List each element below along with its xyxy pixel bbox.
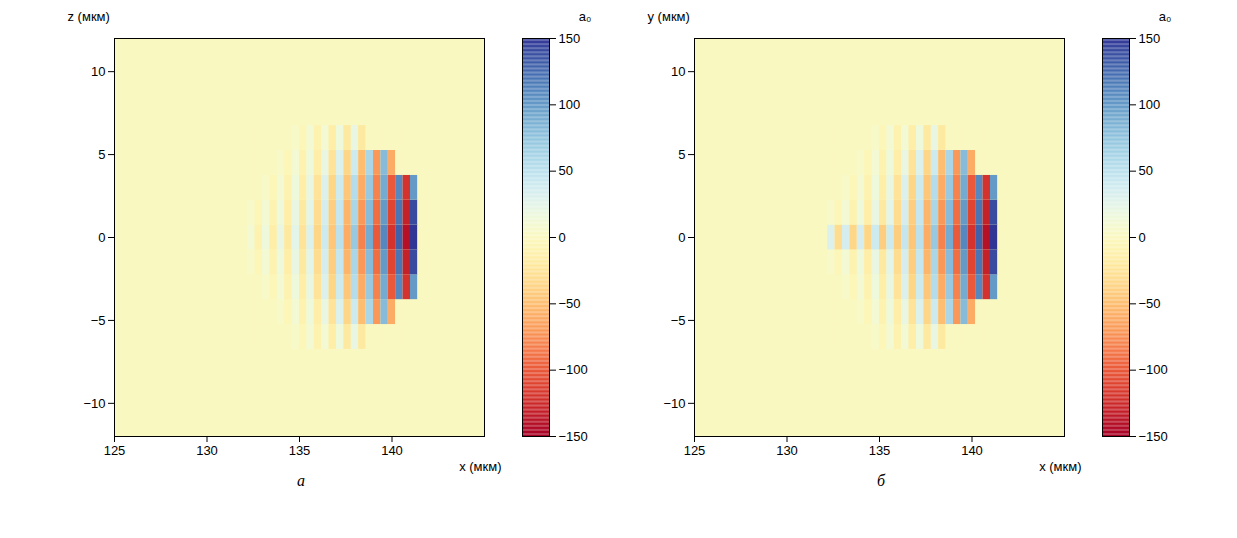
svg-text:−50: −50 <box>558 296 580 311</box>
svg-text:−100: −100 <box>558 362 587 377</box>
svg-text:0: 0 <box>558 230 565 245</box>
svg-text:−5: −5 <box>670 313 685 328</box>
svg-text:130: 130 <box>776 443 798 458</box>
svg-text:150: 150 <box>558 31 580 46</box>
svg-text:z (мкм): z (мкм) <box>67 9 109 24</box>
svg-text:−100: −100 <box>1138 362 1167 377</box>
svg-text:a₀: a₀ <box>578 9 591 24</box>
svg-text:−5: −5 <box>90 313 105 328</box>
svg-text:100: 100 <box>558 97 580 112</box>
svg-text:−150: −150 <box>1138 429 1167 444</box>
svg-text:10: 10 <box>91 64 105 79</box>
svg-text:50: 50 <box>1138 163 1152 178</box>
svg-text:x (мкм): x (мкм) <box>1039 459 1081 474</box>
svg-text:0: 0 <box>1138 230 1145 245</box>
svg-text:125: 125 <box>103 443 125 458</box>
html-text:а: а <box>297 472 305 489</box>
svg-text:50: 50 <box>558 163 572 178</box>
svg-text:y (мкм): y (мкм) <box>647 9 689 24</box>
svg-text:135: 135 <box>868 443 890 458</box>
svg-text:0: 0 <box>98 230 105 245</box>
svg-text:−10: −10 <box>663 395 685 410</box>
svg-text:140: 140 <box>381 443 403 458</box>
html-text:б: б <box>877 472 885 489</box>
svg-text:5: 5 <box>678 147 685 162</box>
svg-text:140: 140 <box>961 443 983 458</box>
svg-text:−150: −150 <box>558 429 587 444</box>
svg-text:150: 150 <box>1138 31 1160 46</box>
svg-text:100: 100 <box>1138 97 1160 112</box>
svg-text:135: 135 <box>288 443 310 458</box>
svg-text:a₀: a₀ <box>1158 9 1171 24</box>
svg-text:125: 125 <box>683 443 705 458</box>
svg-text:−50: −50 <box>1138 296 1160 311</box>
svg-text:x (мкм): x (мкм) <box>459 459 501 474</box>
svg-text:5: 5 <box>98 147 105 162</box>
svg-text:−10: −10 <box>83 395 105 410</box>
svg-text:0: 0 <box>678 230 685 245</box>
svg-text:10: 10 <box>671 64 685 79</box>
svg-text:130: 130 <box>196 443 218 458</box>
